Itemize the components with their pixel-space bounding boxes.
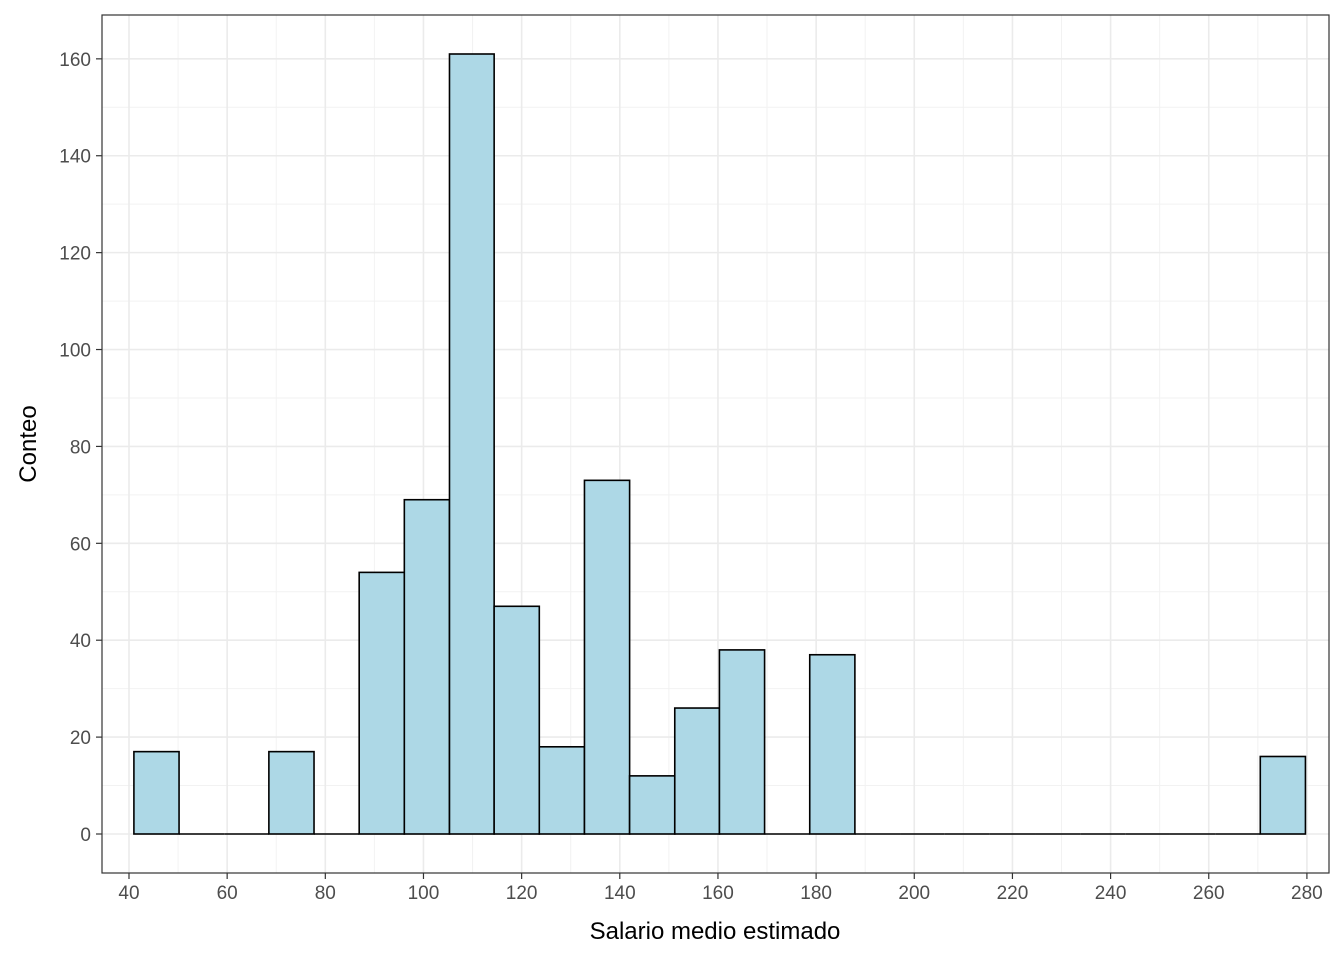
x-tick-label: 140 — [604, 883, 636, 904]
histogram-bar — [628, 775, 676, 835]
histogram-bar — [448, 53, 495, 835]
histogram-bar — [1259, 755, 1307, 835]
y-tick-label: 40 — [70, 631, 91, 652]
minor-gridlines — [102, 15, 1329, 873]
histogram-bar — [493, 605, 541, 835]
x-tick-label: 160 — [702, 883, 734, 904]
y-tick-label: 60 — [70, 534, 91, 555]
histogram-bar — [808, 653, 856, 835]
y-tick-label: 80 — [70, 437, 91, 458]
x-tick-label: 40 — [118, 883, 139, 904]
y-tick-label: 140 — [59, 147, 91, 168]
x-tick-label: 220 — [997, 883, 1029, 904]
plot-border — [101, 14, 1330, 874]
x-tick-label: 80 — [315, 883, 336, 904]
histogram-bar — [133, 750, 180, 835]
histogram-bar — [718, 649, 766, 835]
x-tick-label: 120 — [506, 883, 538, 904]
y-tick-label: 100 — [59, 341, 91, 362]
x-axis: 40 60 80 100 120 140 160 180 200 220 240 260 280 — [118, 873, 1323, 904]
x-tick-label: 280 — [1291, 883, 1323, 904]
y-tick-label: 120 — [59, 244, 91, 265]
y-axis: 0 20 40 60 80 100 120 140 160 — [59, 50, 102, 846]
histogram-bar — [583, 479, 631, 835]
x-tick-label: 200 — [898, 883, 930, 904]
x-tick-label: 240 — [1095, 883, 1127, 904]
y-axis-title: Conteo — [15, 405, 42, 482]
x-tick-label: 100 — [408, 883, 440, 904]
histogram-bars — [133, 53, 1307, 835]
y-tick-label: 20 — [70, 728, 91, 749]
x-tick-label: 60 — [217, 883, 238, 904]
x-tick-label: 180 — [800, 883, 832, 904]
x-axis-title: Salario medio estimado — [590, 918, 841, 945]
x-tick-label: 260 — [1193, 883, 1225, 904]
histogram-bar — [268, 750, 315, 835]
histogram-bar — [358, 571, 406, 835]
histogram-bar — [538, 745, 586, 835]
histogram-bar — [673, 707, 721, 835]
y-tick-label: 0 — [80, 825, 91, 846]
y-tick-label: 160 — [59, 50, 91, 71]
histogram-bar — [403, 498, 451, 835]
